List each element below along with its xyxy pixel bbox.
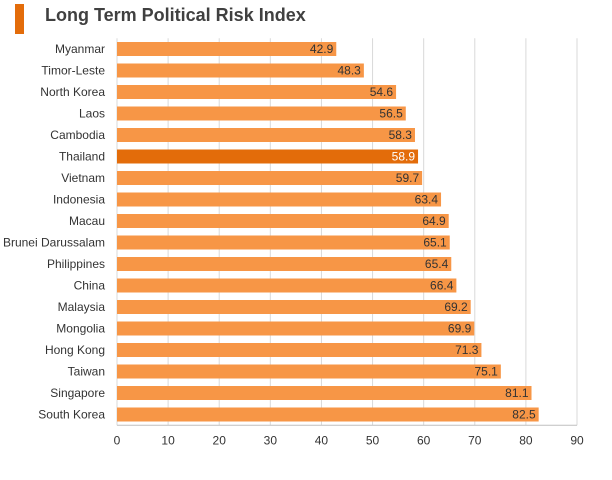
data-label-china: 66.4 <box>430 279 454 293</box>
bar-malaysia <box>117 300 471 314</box>
bar-hong-kong <box>117 343 482 357</box>
bar-south-korea <box>117 407 539 422</box>
bar-brunei-darussalam <box>117 235 450 250</box>
bar-laos <box>117 106 406 121</box>
bar-china <box>117 278 457 293</box>
data-label-thailand: 58.9 <box>392 150 416 164</box>
data-label-timor-leste: 48.3 <box>338 64 362 78</box>
data-label-malaysia: 69.2 <box>444 300 468 314</box>
category-label-south-korea: South Korea <box>38 408 105 422</box>
category-label-taiwan: Taiwan <box>68 365 105 379</box>
bar-north-korea <box>117 85 397 99</box>
data-label-cambodia: 58.3 <box>389 128 413 142</box>
bar-philippines <box>117 257 452 271</box>
data-label-north-korea: 54.6 <box>370 85 394 99</box>
x-tick-label-70: 70 <box>468 433 482 447</box>
data-label-south-korea: 82.5 <box>512 408 536 422</box>
data-label-laos: 56.5 <box>379 107 403 121</box>
x-tick-label-50: 50 <box>366 433 380 447</box>
category-label-laos: Laos <box>79 107 105 121</box>
category-label-philippines: Philippines <box>47 257 105 271</box>
category-label-cambodia: Cambodia <box>50 128 105 142</box>
bar-myanmar <box>117 42 337 56</box>
data-label-myanmar: 42.9 <box>310 42 334 56</box>
data-label-philippines: 65.4 <box>425 257 449 271</box>
data-label-indonesia: 63.4 <box>415 193 439 207</box>
category-label-brunei-darussalam: Brunei Darussalam <box>3 236 105 250</box>
bar-indonesia <box>117 192 442 207</box>
x-tick-label-80: 80 <box>519 433 533 447</box>
data-label-macau: 64.9 <box>422 214 446 228</box>
category-label-malaysia: Malaysia <box>58 300 106 314</box>
x-tick-label-40: 40 <box>315 433 329 447</box>
title-accent-bar <box>15 4 24 34</box>
x-tick-label-10: 10 <box>161 433 175 447</box>
bar-macau <box>117 214 449 228</box>
data-label-mongolia: 69.9 <box>448 322 472 336</box>
bar-cambodia <box>117 128 415 142</box>
category-label-timor-leste: Timor-Leste <box>41 64 105 78</box>
data-label-taiwan: 75.1 <box>474 365 498 379</box>
x-tick-label-60: 60 <box>417 433 431 447</box>
bar-thailand <box>117 149 419 164</box>
category-label-china: China <box>74 279 106 293</box>
x-tick-label-30: 30 <box>264 433 278 447</box>
category-label-indonesia: Indonesia <box>53 193 105 207</box>
category-label-vietnam: Vietnam <box>61 171 105 185</box>
category-label-hong-kong: Hong Kong <box>45 343 105 357</box>
data-label-singapore: 81.1 <box>505 386 529 400</box>
data-label-hong-kong: 71.3 <box>455 343 479 357</box>
data-label-brunei-darussalam: 65.1 <box>423 236 447 250</box>
x-tick-label-20: 20 <box>213 433 227 447</box>
x-tick-label-90: 90 <box>570 433 584 447</box>
category-label-mongolia: Mongolia <box>56 322 105 336</box>
bar-singapore <box>117 386 532 400</box>
chart-title: Long Term Political Risk Index <box>45 5 306 25</box>
category-label-macau: Macau <box>69 214 105 228</box>
category-label-myanmar: Myanmar <box>55 42 105 56</box>
bar-timor-leste <box>117 63 364 78</box>
data-label-vietnam: 59.7 <box>396 171 420 185</box>
category-label-north-korea: North Korea <box>40 85 105 99</box>
bar-taiwan <box>117 364 501 379</box>
chart-header: Long Term Political Risk Index <box>0 0 612 40</box>
category-label-thailand: Thailand <box>59 150 105 164</box>
x-tick-label-0: 0 <box>114 433 121 447</box>
category-label-singapore: Singapore <box>50 386 105 400</box>
bar-mongolia <box>117 321 475 336</box>
bar-vietnam <box>117 171 423 185</box>
